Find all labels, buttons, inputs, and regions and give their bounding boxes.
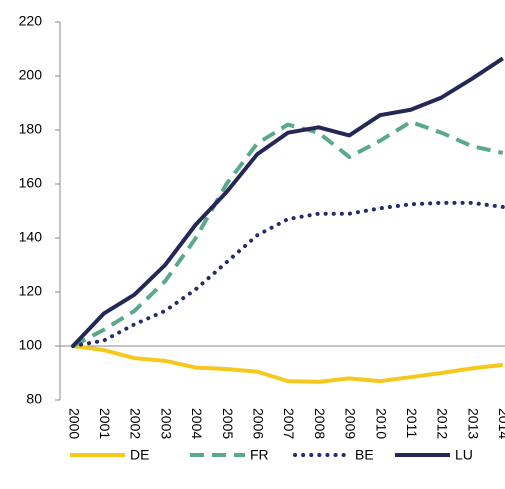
x-tick-label: 2003 bbox=[158, 408, 174, 439]
y-tick-label: 200 bbox=[19, 67, 43, 83]
x-tick-label: 2001 bbox=[97, 408, 113, 439]
x-tick-label: 2014 bbox=[496, 408, 505, 439]
y-tick-label: 160 bbox=[19, 175, 43, 191]
y-tick-label: 180 bbox=[19, 121, 43, 137]
legend-label: BE bbox=[355, 447, 374, 463]
x-tick-label: 2013 bbox=[465, 408, 481, 439]
x-tick-label: 2009 bbox=[343, 408, 359, 439]
y-tick-label: 80 bbox=[26, 391, 42, 407]
x-tick-label: 2011 bbox=[404, 408, 420, 438]
legend-label: DE bbox=[130, 447, 149, 463]
legend-label: LU bbox=[455, 447, 473, 463]
series-line bbox=[71, 56, 504, 348]
x-tick-label: 2000 bbox=[66, 408, 82, 439]
x-tick-label: 2008 bbox=[312, 408, 328, 439]
y-tick-label: 140 bbox=[19, 229, 43, 245]
y-tick-label: 220 bbox=[19, 13, 43, 29]
x-tick-label: 2006 bbox=[250, 408, 266, 439]
series-line bbox=[72, 119, 504, 348]
series-line bbox=[72, 344, 504, 384]
x-tick-label: 2010 bbox=[373, 408, 389, 439]
x-tick-label: 2012 bbox=[435, 408, 451, 439]
x-tick-label: 2005 bbox=[220, 408, 236, 439]
x-tick-label: 2004 bbox=[189, 408, 205, 439]
y-tick-label: 120 bbox=[19, 283, 43, 299]
legend-label: FR bbox=[250, 447, 269, 463]
series-line bbox=[71, 200, 505, 348]
y-tick-label: 100 bbox=[19, 337, 43, 353]
x-tick-label: 2002 bbox=[128, 408, 144, 439]
x-tick-label: 2007 bbox=[281, 408, 297, 439]
